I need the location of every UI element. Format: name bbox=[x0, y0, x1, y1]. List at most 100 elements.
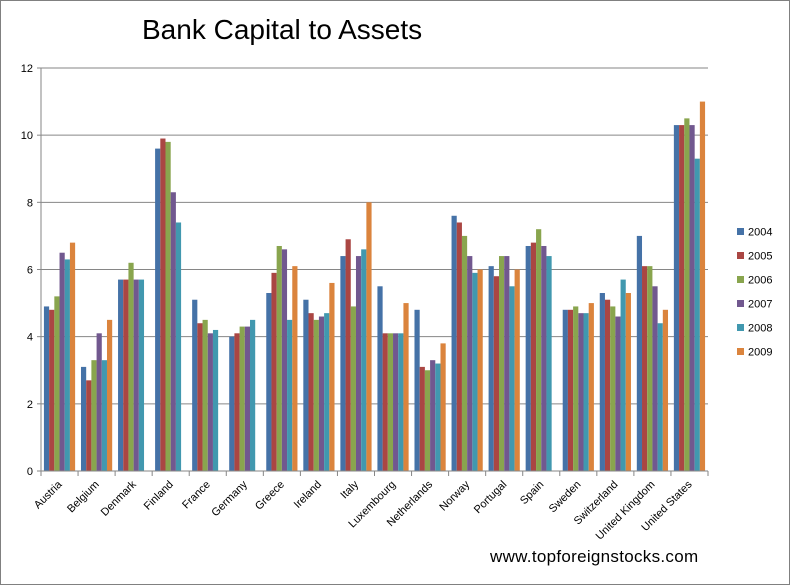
chart-title: Bank Capital to Assets bbox=[142, 14, 423, 45]
bar bbox=[604, 299, 611, 471]
y-tick-label: 10 bbox=[21, 130, 33, 142]
bar bbox=[128, 262, 134, 471]
legend-label: 2009 bbox=[748, 347, 772, 359]
legend: 2004 2005 2006 2007 2008 2009 bbox=[737, 227, 772, 359]
bar bbox=[393, 333, 399, 471]
y-tick-label: 0 bbox=[27, 466, 33, 478]
bar bbox=[138, 279, 145, 471]
bar bbox=[498, 256, 505, 471]
x-tick-label: Austria bbox=[32, 478, 65, 511]
bar bbox=[435, 363, 441, 471]
legend-swatch bbox=[737, 228, 744, 235]
x-tick-label: Germany bbox=[209, 478, 250, 519]
bar bbox=[59, 252, 65, 471]
bar bbox=[573, 306, 579, 471]
bar bbox=[366, 202, 372, 472]
bar bbox=[192, 299, 198, 471]
bar bbox=[488, 266, 494, 471]
bar bbox=[625, 293, 631, 471]
bar bbox=[292, 266, 298, 471]
bar bbox=[514, 269, 520, 471]
bar bbox=[679, 125, 685, 471]
bar bbox=[303, 299, 309, 471]
bar bbox=[509, 286, 515, 471]
watermark-text: www.topforeignstocks.com bbox=[490, 547, 699, 566]
legend-label: 2006 bbox=[748, 275, 772, 287]
bar bbox=[239, 326, 245, 471]
bar bbox=[308, 313, 314, 471]
x-tick-label: Ireland bbox=[292, 479, 324, 511]
bar bbox=[276, 245, 282, 471]
bar bbox=[318, 316, 325, 471]
bar bbox=[398, 333, 404, 471]
bar bbox=[170, 192, 176, 471]
bar bbox=[642, 266, 648, 471]
bar bbox=[329, 282, 335, 471]
bar bbox=[657, 323, 663, 471]
legend-label: 2008 bbox=[748, 323, 772, 335]
bar bbox=[699, 101, 706, 471]
bar bbox=[96, 333, 102, 471]
bar bbox=[567, 309, 574, 471]
bar bbox=[69, 242, 76, 471]
y-tick-label: 8 bbox=[27, 197, 33, 209]
bar bbox=[313, 319, 319, 471]
x-tick-label: Sweden bbox=[547, 479, 584, 516]
bar bbox=[250, 319, 256, 471]
bar bbox=[340, 256, 346, 471]
x-tick-label: Italy bbox=[338, 478, 361, 501]
bar bbox=[403, 303, 409, 471]
bar bbox=[345, 239, 351, 471]
bar bbox=[287, 319, 293, 471]
bar bbox=[684, 118, 690, 471]
bar bbox=[91, 360, 97, 471]
bar bbox=[86, 380, 92, 471]
bar bbox=[583, 313, 589, 471]
bar bbox=[229, 336, 235, 471]
x-tick-label: Belgium bbox=[65, 479, 102, 516]
bar bbox=[647, 266, 653, 471]
bar bbox=[324, 313, 330, 471]
y-tick-label: 6 bbox=[27, 265, 33, 277]
bar bbox=[456, 222, 462, 471]
bar bbox=[493, 276, 499, 471]
bar bbox=[43, 306, 50, 471]
legend-swatch bbox=[737, 276, 744, 283]
bar bbox=[546, 256, 552, 471]
x-tick-label: Portugal bbox=[472, 479, 509, 516]
legend-label: 2005 bbox=[748, 251, 772, 263]
bar bbox=[588, 303, 594, 471]
bar bbox=[599, 293, 605, 471]
bar bbox=[54, 296, 60, 471]
bar bbox=[419, 366, 425, 471]
bar bbox=[467, 256, 473, 471]
bar bbox=[504, 256, 510, 471]
bar bbox=[451, 215, 457, 471]
bar bbox=[101, 360, 107, 471]
bars bbox=[43, 101, 706, 472]
bar bbox=[662, 309, 669, 471]
bar bbox=[636, 235, 643, 471]
bar bbox=[377, 286, 383, 471]
bar bbox=[355, 256, 362, 471]
bar bbox=[350, 306, 356, 471]
x-tick-label: Greece bbox=[253, 479, 287, 513]
legend-swatch bbox=[737, 348, 744, 355]
bar bbox=[461, 235, 468, 471]
bar bbox=[530, 242, 537, 471]
bar bbox=[477, 269, 483, 471]
bar bbox=[244, 326, 251, 471]
bar bbox=[610, 306, 616, 471]
legend-label: 2007 bbox=[748, 299, 772, 311]
bar bbox=[430, 360, 436, 471]
bar bbox=[652, 286, 658, 471]
legend-label: 2004 bbox=[748, 227, 772, 239]
bar bbox=[414, 309, 420, 471]
bar bbox=[536, 229, 542, 471]
bar bbox=[281, 249, 288, 471]
bar bbox=[49, 309, 55, 471]
bar bbox=[541, 245, 547, 471]
bar bbox=[266, 293, 272, 471]
bar bbox=[382, 333, 388, 471]
